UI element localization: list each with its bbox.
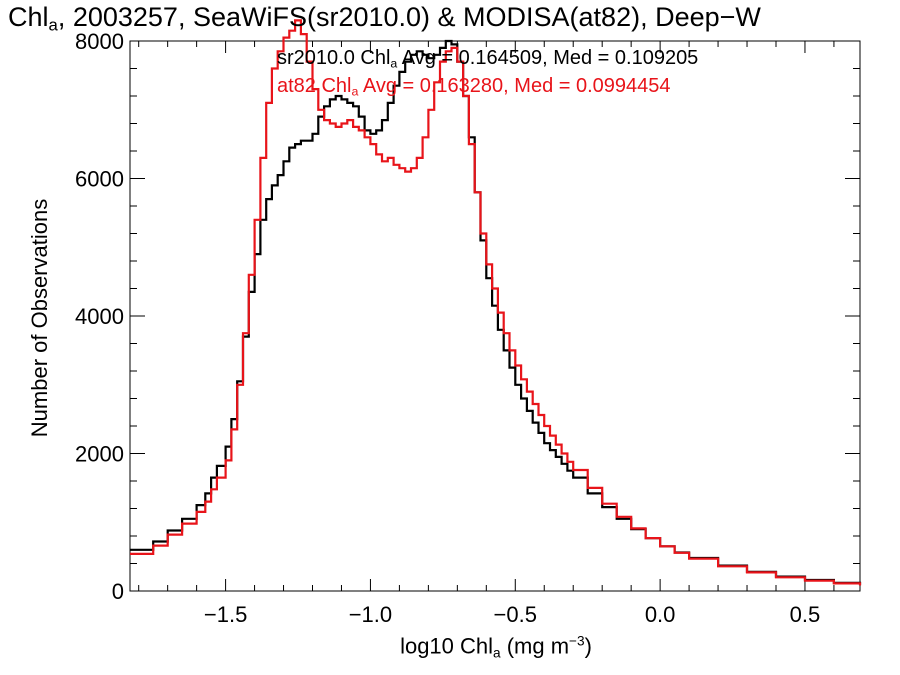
series-line-sr20100 [130,39,862,585]
plot-frame [129,40,861,592]
x-tick-label: −1.0 [349,602,392,627]
x-tick-label: −1.5 [204,602,247,627]
y-tick-label: 8000 [75,29,124,54]
y-axis-label: Number of Observations [27,198,52,438]
y-tick-label: 2000 [75,442,124,467]
x-tick-label: −0.5 [494,602,537,627]
series-layer [130,19,862,586]
x-tick-label: 0.5 [790,602,821,627]
y-tick-label: 6000 [75,167,124,192]
legend-entry-at82: at82 Chla Avg = 0.163280, Med = 0.099445… [277,75,671,99]
y-tick-label: 0 [112,579,124,604]
y-tick-label: 4000 [75,304,124,329]
axis-ticks: −1.5 −1.0 −0.5 0.0 0.5 0 2000 4000 6000 8000 [75,29,860,627]
series-line-at82 [130,19,862,586]
legend-entry-sr2010: sr2010.0 Chla Avg = 0.164509, Med = 0.10… [277,47,699,71]
chart-title: Chla, 2003257, SeaWiFS(sr2010.0) & MODIS… [8,2,761,35]
x-axis-label: log10 Chla (mg m−3) [400,633,592,661]
x-tick-label: 0.0 [645,602,676,627]
